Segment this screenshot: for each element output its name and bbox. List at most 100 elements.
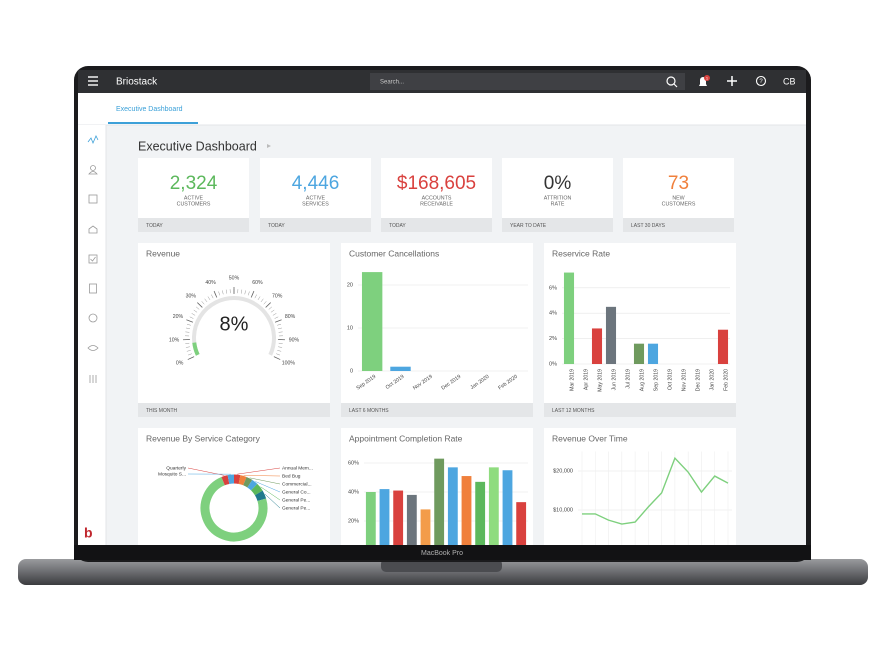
gauge-tick [197,302,203,308]
leader-line [237,467,281,475]
gauge-minor-tick [277,327,283,330]
gauge-minor-tick [185,327,191,330]
kpi-period: TODAY [389,223,406,229]
gauge-tick-label: 80% [285,314,296,320]
notification-badge [704,75,710,81]
gauge-minor-tick [254,294,257,299]
kpi-period: YEAR TO DATE [510,223,547,229]
y-tick-label: 6% [549,285,557,291]
sidebar-logo: b [84,525,93,541]
search-placeholder: Search... [380,80,404,86]
donut-label: General Co... [282,489,311,495]
gauge-minor-tick [270,309,275,313]
gauge-minor-tick [268,306,273,310]
panel-footer [341,403,533,417]
menu-button[interactable] [88,76,98,86]
notification-count: 1 [706,75,709,80]
panel-title: Revenue [146,248,180,258]
bar [393,490,404,545]
panel-title: Reservice Rate [552,248,610,258]
gauge-tick [274,319,282,323]
help-button[interactable] [755,75,767,87]
y-tick-label: 60% [348,460,359,466]
gauge-value-label: 8% [220,313,249,335]
gauge-tick-label: 0% [176,361,184,367]
donut-label: Commercial... [282,481,312,487]
bar [502,470,513,545]
kpi-footer [138,218,249,232]
panel [138,428,330,545]
gauge-minor-tick [185,331,190,333]
gauge-minor-tick [244,290,246,295]
bar [647,343,659,364]
gauge-value [192,342,200,356]
kpi-footer [502,218,613,232]
kpi-label: CUSTOMERS [662,201,696,207]
x-tick-label: Feb 2020 [723,369,729,391]
gauge-tick-label: 60% [252,280,263,286]
kpi-label: CUSTOMERS [177,201,211,207]
bar [420,509,431,545]
y-tick-label: 2% [549,336,557,342]
panel [138,243,330,417]
gauge-minor-tick [193,309,198,313]
x-tick-label: Dec 2019 [695,369,701,391]
kpi-footer [381,218,492,232]
gauge-minor-tick [211,294,214,299]
search-icon[interactable] [666,76,678,88]
user-initials[interactable]: CB [783,76,796,86]
kpi-label: RATE [551,201,565,207]
dashboard: 2,324ACTIVECUSTOMERSTODAY4,446ACTIVESERV… [138,158,736,545]
panel-period: LAST 12 MONTHS [552,408,595,414]
panel-footer [544,403,736,417]
gauge-minor-tick [195,306,200,310]
sidebar-icons[interactable] [87,135,99,383]
x-tick-label: Jun 2019 [611,369,617,390]
gauge-tick-label: 10% [169,337,180,343]
leader-line [264,494,281,509]
kpi-value: 73 [668,173,689,194]
active-tab[interactable]: Executive Dashboard [116,106,183,113]
donut-label: Annual Mem... [282,465,313,471]
panel-footer [138,403,330,417]
kpi-period: LAST 30 DAYS [631,223,666,229]
tab-underline [108,122,198,124]
line [582,456,729,525]
gauge-tick [265,302,271,308]
bar [475,481,486,545]
gauge-minor-tick [185,346,190,348]
bar [461,476,472,545]
panel-title: Customer Cancellations [349,248,439,258]
search-box[interactable] [370,73,685,90]
gauge-tick-label: 30% [186,294,197,300]
gauge-minor-tick [277,323,282,326]
y-tick-label: 20% [348,518,359,524]
bar [390,366,411,371]
x-tick-label: Aug 2019 [639,369,645,391]
gauge-minor-tick [278,331,283,333]
kpi-footer [260,218,371,232]
x-tick-label: Jan 2020 [709,369,715,390]
gauge-minor-tick [207,296,211,301]
gauge-minor-tick [276,353,281,356]
leader-line [260,486,281,501]
kpi-value: 4,446 [292,173,340,194]
gauge-minor-tick [272,313,277,316]
gauge-minor-tick [191,313,196,316]
kpi-value: $168,605 [397,173,476,194]
donut-label: Quarterly [166,465,186,471]
bezel-bottom [74,545,811,560]
gauge-minor-tick [263,301,267,305]
gauge-minor-tick [257,296,261,301]
kpi-value: 0% [544,173,572,194]
x-tick-label: Apr 2019 [583,369,589,390]
gauge-tick [187,356,195,360]
gauge-tick-label: 20% [173,314,184,320]
donut-label: General Pe... [282,497,310,503]
gauge-minor-tick [186,350,191,352]
kpi-label: NEW [672,195,684,201]
add-button[interactable] [727,76,737,86]
laptop-notch [381,559,502,572]
kpi-period: TODAY [146,223,163,229]
